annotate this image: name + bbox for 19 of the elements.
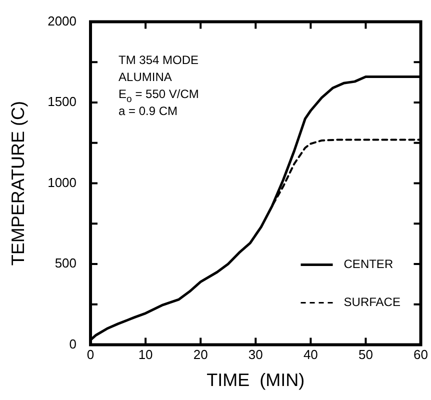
y-tick-label: 1500 [48,94,77,110]
annotation: ALUMINA [118,70,172,84]
x-tick-label: 40 [303,347,318,362]
y-tick-label: 2000 [48,13,77,28]
y-tick-label: 1000 [48,174,77,190]
x-tick-label: 20 [193,347,208,362]
x-tick-label: 30 [248,347,263,362]
y-tick-label: 500 [54,256,77,271]
x-tick-label: 10 [138,347,153,362]
x-tick-label: 60 [414,347,428,362]
y-axis-title: TEMPERATURE (C) [8,100,28,266]
legend-label: SURFACE [344,295,400,310]
annotation: a = 0.9 CM [118,104,178,118]
legend-label: CENTER [344,257,394,272]
x-tick-label: 50 [358,347,373,362]
annotation: TM 354 MODE [118,52,199,67]
x-axis-title: TIME (MIN) [206,370,305,390]
x-tick-label: 0 [86,347,94,362]
y-tick-label: 0 [69,336,77,352]
